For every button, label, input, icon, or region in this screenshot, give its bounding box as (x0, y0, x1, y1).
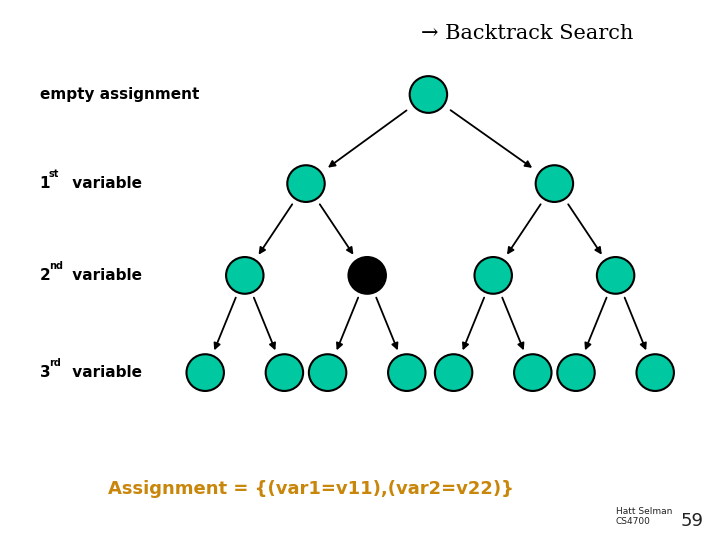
Ellipse shape (536, 165, 573, 202)
Text: rd: rd (49, 358, 60, 368)
Text: nd: nd (49, 261, 63, 271)
Ellipse shape (309, 354, 346, 391)
Ellipse shape (388, 354, 426, 391)
Text: 1: 1 (40, 176, 50, 191)
Ellipse shape (287, 165, 325, 202)
Ellipse shape (474, 257, 512, 294)
Text: 2: 2 (40, 268, 50, 283)
Ellipse shape (186, 354, 224, 391)
Text: st: st (49, 169, 59, 179)
Text: 59: 59 (680, 512, 703, 530)
Text: Assignment = {(var1=v11),(var2=v22)}: Assignment = {(var1=v11),(var2=v22)} (108, 480, 514, 498)
Text: variable: variable (67, 176, 142, 191)
Text: → Backtrack Search: → Backtrack Search (421, 24, 634, 43)
Ellipse shape (410, 76, 447, 113)
Ellipse shape (266, 354, 303, 391)
Ellipse shape (597, 257, 634, 294)
Ellipse shape (226, 257, 264, 294)
Text: variable: variable (67, 268, 142, 283)
Text: empty assignment: empty assignment (40, 87, 199, 102)
Text: variable: variable (67, 365, 142, 380)
Ellipse shape (636, 354, 674, 391)
Text: 3: 3 (40, 365, 50, 380)
Text: Hatt Selman
CS4700: Hatt Selman CS4700 (616, 507, 672, 526)
Ellipse shape (348, 257, 386, 294)
Ellipse shape (514, 354, 552, 391)
Ellipse shape (557, 354, 595, 391)
Ellipse shape (435, 354, 472, 391)
